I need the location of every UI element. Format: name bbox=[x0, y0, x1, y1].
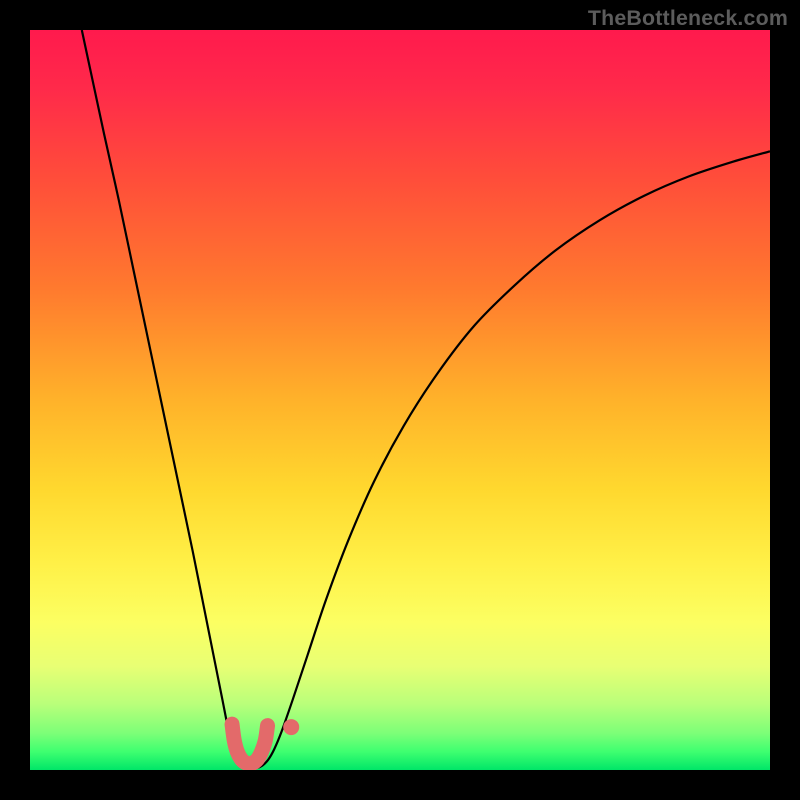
watermark-label: TheBottleneck.com bbox=[588, 6, 788, 31]
marker-dot bbox=[283, 719, 299, 735]
chart-container: TheBottleneck.com bbox=[0, 0, 800, 800]
bottleneck-chart bbox=[0, 0, 800, 800]
plot-background bbox=[30, 30, 770, 770]
